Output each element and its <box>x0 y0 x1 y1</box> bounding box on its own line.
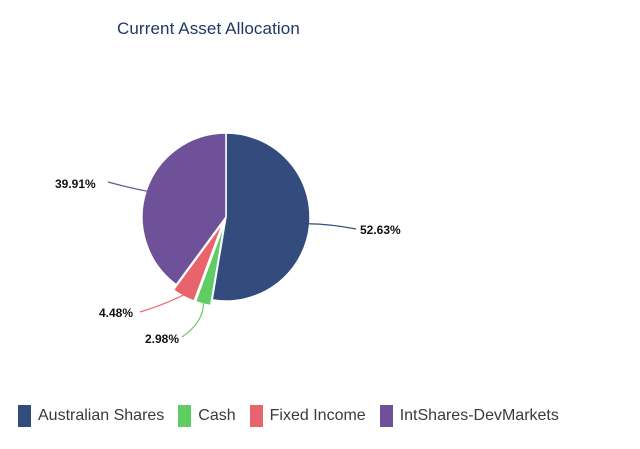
slice-label: 39.91% <box>55 177 96 191</box>
legend-swatch <box>379 405 393 427</box>
chart-title: Current Asset Allocation <box>117 19 300 38</box>
leader-line <box>139 293 185 313</box>
legend-item-cash[interactable]: Cash <box>178 405 236 427</box>
leader-line <box>107 181 149 193</box>
legend: Australian Shares Cash Fixed Income IntS… <box>18 405 573 427</box>
legend-item-australian-shares[interactable]: Australian Shares <box>18 405 164 427</box>
legend-item-intshares-devmarkets[interactable]: IntShares-DevMarkets <box>379 405 559 427</box>
slice-label: 2.98% <box>145 332 179 346</box>
slice-label: 52.63% <box>360 223 401 237</box>
legend-label: IntShares-DevMarkets <box>399 407 559 424</box>
legend-item-fixed-income[interactable]: Fixed Income <box>249 405 366 427</box>
legend-label: Fixed Income <box>269 407 366 424</box>
legend-swatch <box>18 405 31 427</box>
pie-slice-fixed-income[interactable] <box>172 221 224 303</box>
leader-line <box>307 223 357 230</box>
leader-line <box>181 302 205 338</box>
pie-slice-australian-shares[interactable] <box>211 132 311 302</box>
legend-swatch <box>178 405 192 427</box>
legend-label: Cash <box>198 407 236 424</box>
legend-swatch <box>249 405 263 427</box>
slice-label: 4.48% <box>99 306 133 320</box>
legend-label: Australian Shares <box>38 407 165 424</box>
